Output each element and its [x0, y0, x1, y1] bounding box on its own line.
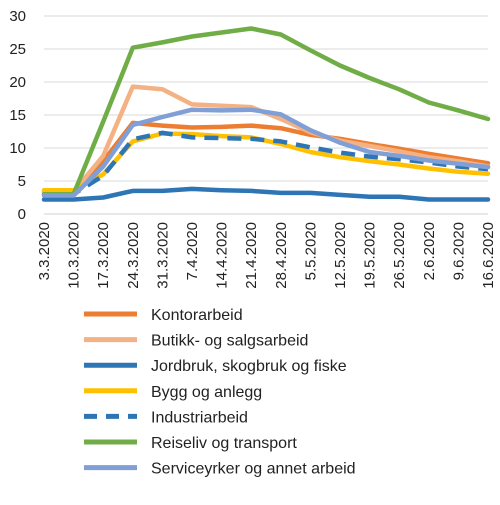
legend-label: Kontorarbeid [151, 307, 243, 324]
x-tick-label: 16.6.2020 [480, 222, 497, 289]
x-tick-label: 7.4.2020 [184, 222, 201, 280]
legend-label: Jordbruk, skogbruk og fiske [151, 358, 347, 375]
x-tick-label: 9.6.2020 [450, 222, 467, 280]
x-tick-label: 3.3.2020 [36, 222, 53, 280]
series-line [41, 186, 491, 202]
x-tick-label: 28.4.2020 [273, 222, 290, 289]
x-tick-label: 14.4.2020 [214, 222, 231, 289]
y-tick-label: 25 [9, 41, 26, 58]
y-axis: 0 5 10 15 20 25 30 [9, 8, 26, 223]
x-axis: 3.3.2020 10.3.2020 17.3.2020 24.3.2020 31.3.… [36, 222, 497, 289]
y-tick-label: 10 [9, 140, 26, 157]
y-tick-label: 15 [9, 107, 26, 124]
y-tick-label: 0 [18, 206, 26, 223]
x-tick-label: 31.3.2020 [154, 222, 171, 289]
legend-label: Butikk- og salgsarbeid [151, 333, 308, 350]
legend-label: Industriarbeid [151, 409, 248, 426]
y-tick-label: 20 [9, 74, 26, 91]
series-line [41, 131, 491, 193]
x-tick-label: 17.3.2020 [95, 222, 112, 289]
x-tick-label: 21.4.2020 [243, 222, 260, 289]
series-line [41, 107, 491, 198]
legend: Kontorarbeid Butikk- og salgsarbeid Jordbr… [84, 307, 356, 478]
x-tick-label: 26.5.2020 [391, 222, 408, 289]
y-tick-label: 5 [18, 173, 26, 190]
series-line [41, 26, 491, 197]
legend-label: Serviceyrker og annet arbeid [151, 461, 356, 478]
x-tick-label: 5.5.2020 [302, 222, 319, 280]
y-tick-label: 30 [9, 8, 26, 25]
series-lines [41, 26, 491, 202]
x-tick-label: 2.6.2020 [421, 222, 438, 280]
x-tick-label: 12.5.2020 [332, 222, 349, 289]
legend-label: Reiseliv og transport [151, 435, 297, 452]
x-tick-label: 10.3.2020 [66, 222, 83, 289]
series-line [44, 130, 489, 197]
x-tick-label: 24.3.2020 [125, 222, 142, 289]
x-tick-label: 19.5.2020 [362, 222, 379, 289]
legend-label: Bygg og anlegg [151, 384, 262, 401]
